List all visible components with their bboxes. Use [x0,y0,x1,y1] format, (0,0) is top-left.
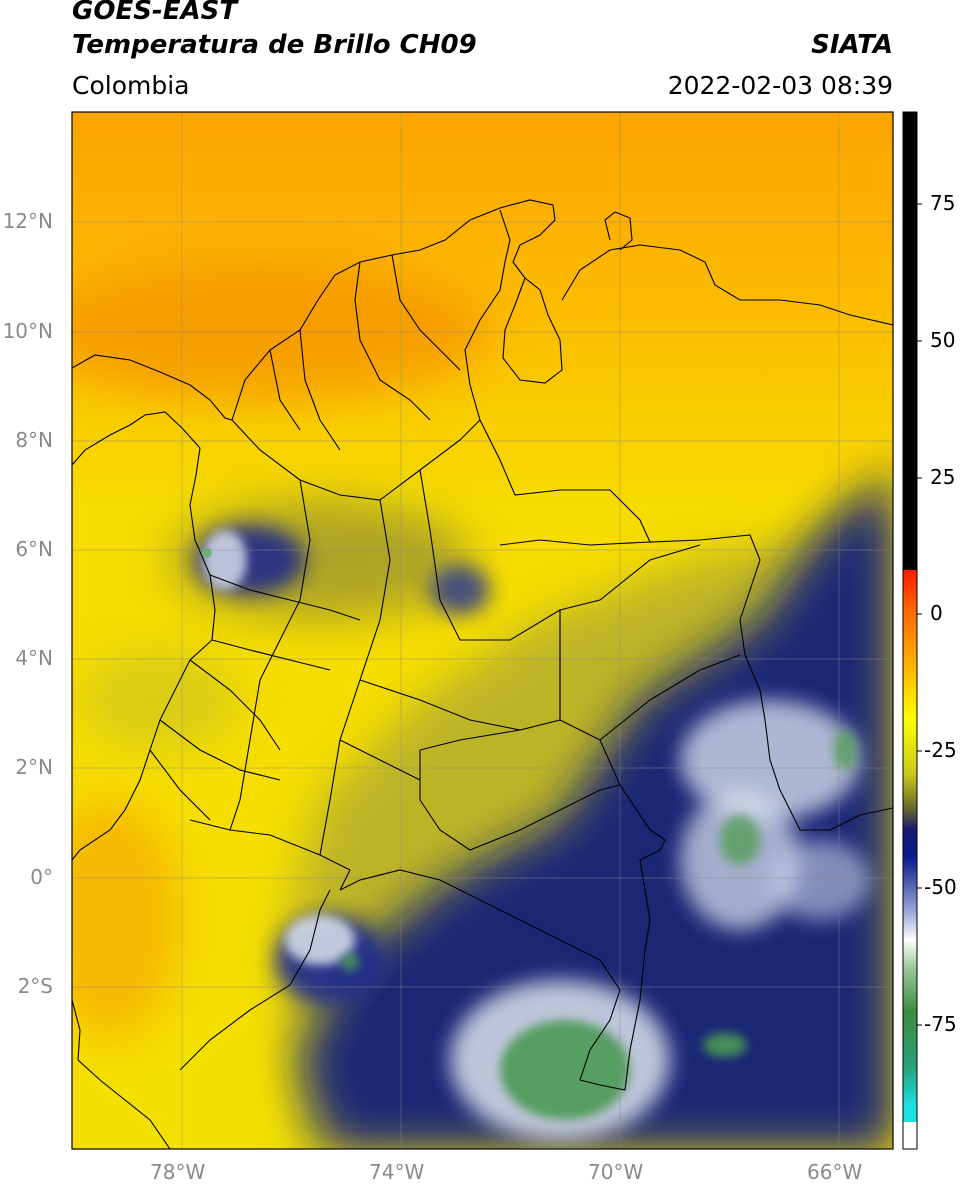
borders-and-coastlines [72,199,893,1149]
colorbar-tick-0: 0 [930,601,943,625]
lon-tick-70w: 70°W [588,1160,644,1184]
lon-tick-78w: 78°W [150,1160,206,1184]
colorbar-tick-minus50: -50 [924,875,957,899]
lat-tick-8n: 8°N [15,428,53,452]
lat-tick-2n: 2°N [15,755,53,779]
colorbar-tick-25: 25 [930,465,956,489]
colorbar-tick-minus25: -25 [924,738,957,762]
lat-tick-12n: 12°N [2,209,53,233]
product-title: Temperatura de Brillo CH09 [72,30,477,60]
lat-tick-4n: 4°N [15,646,53,670]
region-label: Colombia [72,71,190,100]
lat-tick-10n: 10°N [2,319,53,343]
colorbar-tick-75: 75 [930,191,956,215]
lat-tick-6n: 6°N [15,537,53,561]
datetime-label: 2022-02-03 08:39 [667,71,893,100]
colorbar [902,111,922,1150]
brightness-temperature-field [72,112,893,1149]
agency-label: SIATA [811,30,893,60]
lat-tick-2s: 2°S [17,974,53,998]
map-frame [71,111,894,1150]
colorbar-tick-minus75: -75 [924,1012,957,1036]
lon-tick-74w: 74°W [369,1160,425,1184]
satellite-title: GOES-EAST [72,0,238,26]
lat-tick-0: 0° [30,865,53,889]
colorbar-tick-50: 50 [930,328,956,352]
lon-tick-66w: 66°W [807,1160,863,1184]
